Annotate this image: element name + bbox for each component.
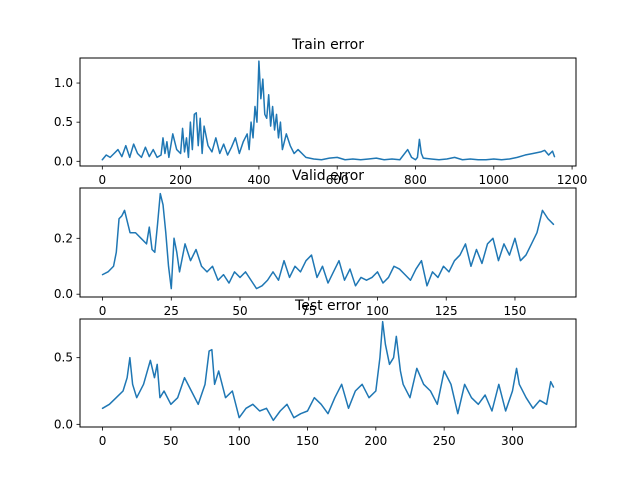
valid-error-x-tick-label: 0 bbox=[99, 304, 107, 318]
test-error-title: Test error bbox=[294, 298, 361, 314]
train-error-x-tick-label: 600 bbox=[326, 173, 349, 187]
test-error-x-tick-label: 250 bbox=[433, 434, 456, 448]
valid-error-x-tick-label: 100 bbox=[366, 304, 389, 318]
valid-error-x-tick-label: 25 bbox=[164, 304, 179, 318]
train-error-x-tick-label: 1200 bbox=[557, 173, 588, 187]
train-error-y-tick-label: 0.5 bbox=[54, 115, 73, 129]
train-error-y-tick-label: 1.0 bbox=[54, 76, 73, 90]
test-error-x-tick-label: 200 bbox=[364, 434, 387, 448]
valid-error-x-tick-label: 75 bbox=[301, 304, 316, 318]
valid-error-axes: 0 25 50 75 100 125 150 0.0 0.2 Valid error bbox=[54, 168, 577, 318]
test-error-x-tick-label: 100 bbox=[228, 434, 251, 448]
train-error-x-tick-label: 0 bbox=[98, 173, 106, 187]
train-error-axes: 0 200 400 600 800 1000 1200 0.0 0.5 1.0 Train erro… bbox=[54, 37, 587, 187]
train-error-title: Train error bbox=[291, 37, 364, 53]
train-error-y-tick-label: 0.0 bbox=[54, 154, 73, 168]
train-error-x-tick-label: 200 bbox=[169, 173, 192, 187]
valid-error-y-tick-label: 0.2 bbox=[54, 231, 73, 245]
test-error-y-tick-label: 0.0 bbox=[54, 417, 73, 431]
train-error-x-tick-label: 1000 bbox=[479, 173, 510, 187]
valid-error-x-tick-label: 125 bbox=[435, 304, 458, 318]
train-error-x-tick-label: 800 bbox=[404, 173, 427, 187]
test-error-x-tick-label: 50 bbox=[163, 434, 178, 448]
test-error-y-tick-label: 0.5 bbox=[54, 351, 73, 365]
train-error-series-line bbox=[101, 60, 556, 161]
test-error-series-line bbox=[101, 320, 555, 422]
valid-error-x-tick-label: 150 bbox=[504, 304, 527, 318]
test-error-x-tick-label: 0 bbox=[99, 434, 107, 448]
valid-error-x-tick-label: 50 bbox=[232, 304, 247, 318]
valid-error-axes-frame bbox=[79, 187, 577, 298]
test-error-x-tick-label: 300 bbox=[501, 434, 524, 448]
valid-error-y-tick-label: 0.0 bbox=[54, 287, 73, 301]
train-error-x-tick-label: 400 bbox=[247, 173, 270, 187]
test-error-x-tick-label: 150 bbox=[296, 434, 319, 448]
valid-error-title: Valid error bbox=[292, 168, 364, 184]
train-error-axes-frame bbox=[79, 57, 577, 167]
valid-error-series-line bbox=[101, 192, 555, 290]
test-error-axes-frame bbox=[79, 318, 577, 428]
